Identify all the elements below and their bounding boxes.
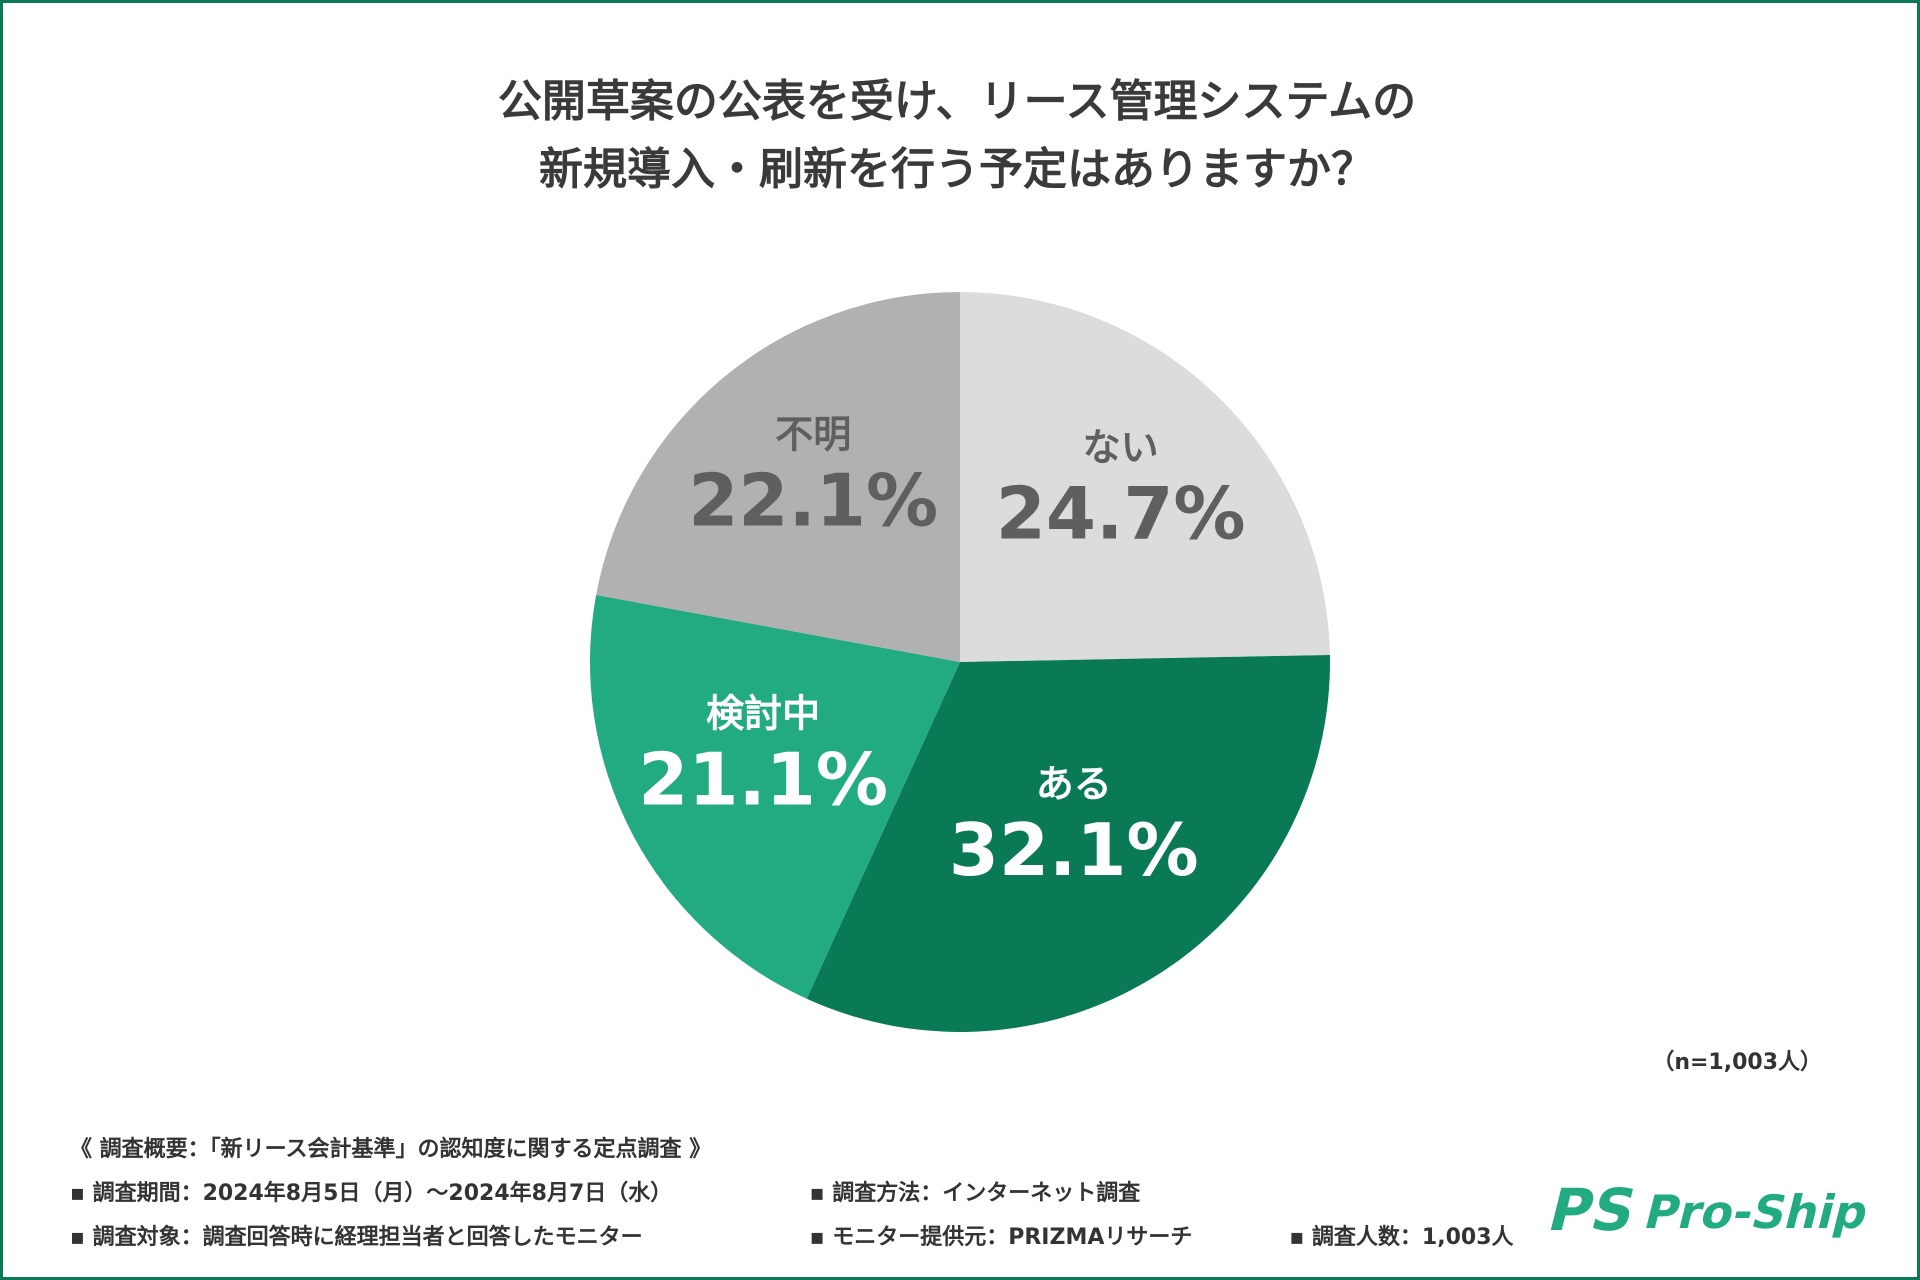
slice-value-label: 32.1%: [949, 808, 1199, 892]
logo-mark: PS: [1542, 1176, 1643, 1244]
slice-value-label: 24.7%: [996, 471, 1246, 555]
slice-category-label: ある: [1036, 762, 1112, 806]
slice-value-label: 21.1%: [638, 738, 888, 822]
chart-title: 公開草案の公表を受け、リース管理システムの 新規導入・刷新を行う予定はありますか…: [0, 68, 1914, 204]
survey-row-2: ▪ 調査対象：調査回答時に経理担当者と回答したモニター ▪ モニター提供元：PR…: [70, 1216, 1514, 1260]
survey-heading: 《 調査概要：「新リース会計基準」の認知度に関する定点調査 》: [70, 1137, 712, 1162]
pie-slice-1: [960, 292, 1330, 662]
survey-target: ▪ 調査対象：調査回答時に経理担当者と回答したモニター: [70, 1225, 643, 1250]
title-line-1: 公開草案の公表を受け、リース管理システムの: [497, 76, 1417, 127]
slice-value-label: 22.1%: [688, 459, 938, 543]
survey-provider: ▪ モニター提供元：PRIZMAリサーチ: [809, 1225, 1193, 1250]
title-line-2: 新規導入・刷新を行う予定はありますか？: [539, 144, 1375, 195]
survey-summary: 《 調査概要：「新リース会計基準」の認知度に関する定点調査 》 ▪ 調査期間：2…: [70, 1128, 1514, 1260]
pie-slice-3: [589, 594, 960, 999]
logo-text: Pro-Ship: [1639, 1187, 1874, 1240]
survey-row-1: ▪ 調査期間：2024年8月5日（月）～2024年8月7日（水） ▪ 調査方法：…: [70, 1172, 1514, 1216]
survey-method: ▪ 調査方法：インターネット調査: [809, 1181, 1141, 1206]
slice-category-label: ない: [1083, 425, 1159, 469]
slice-category-label: 不明: [775, 413, 851, 457]
sample-size-note: （n=1,003人）: [1652, 1050, 1822, 1075]
slice-category-label: 検討中: [706, 692, 820, 736]
pie-slice-2: [806, 655, 1330, 1032]
survey-period: ▪ 調査期間：2024年8月5日（月）～2024年8月7日（水）: [70, 1181, 673, 1206]
pie-slice-4: [596, 291, 960, 662]
pro-ship-logo: PS Pro-Ship: [1542, 1176, 1874, 1244]
survey-count: ▪ 調査人数：1,003人: [1289, 1225, 1514, 1250]
